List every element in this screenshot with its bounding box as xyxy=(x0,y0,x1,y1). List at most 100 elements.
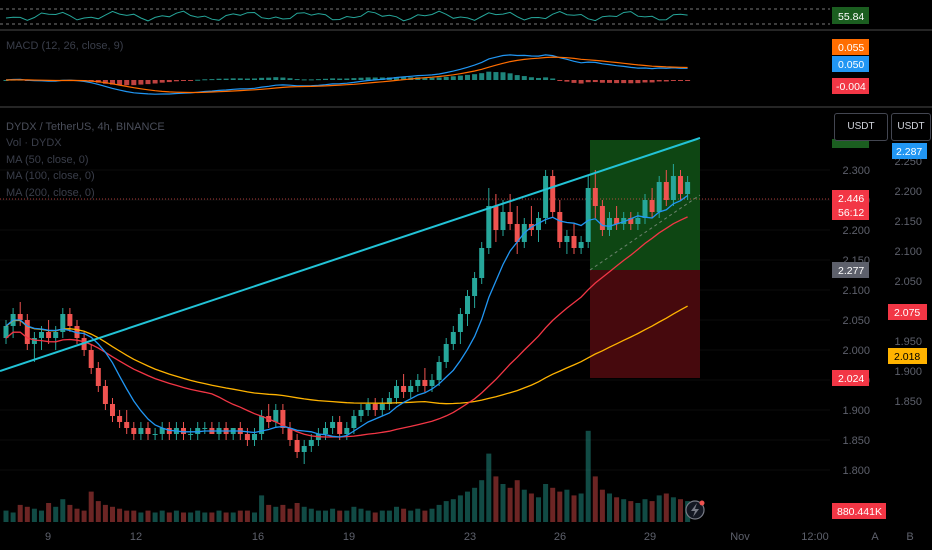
macd-histogram-bar xyxy=(678,80,683,81)
volume-bar xyxy=(457,495,463,522)
macd-histogram-bar xyxy=(287,78,293,80)
rsi-line xyxy=(5,10,688,22)
volume-bar xyxy=(642,499,648,522)
volume-bar xyxy=(564,489,570,522)
candle xyxy=(95,362,101,392)
macd-histogram-bar xyxy=(592,80,598,83)
volume-bar xyxy=(181,512,186,522)
position-loss-zone[interactable] xyxy=(590,270,700,378)
volume-bar xyxy=(507,487,513,522)
candle xyxy=(67,308,73,332)
macd-histogram-bar xyxy=(670,80,676,81)
macd-histogram-bar xyxy=(656,80,662,82)
macd-histogram-bar xyxy=(223,78,229,80)
lightning-icon[interactable] xyxy=(685,500,705,520)
macd-histogram-bar xyxy=(528,77,534,80)
volume-bar xyxy=(223,512,229,522)
candle xyxy=(536,212,541,242)
volume-bar xyxy=(209,512,215,522)
candle xyxy=(408,380,414,398)
macd-histogram-bar xyxy=(159,80,165,83)
price-axis-label: 2.100 xyxy=(842,285,870,297)
macd-histogram-bar xyxy=(301,79,307,81)
volume-bar xyxy=(344,510,350,522)
candle xyxy=(422,368,428,392)
price-axis-label: 1.800 xyxy=(842,465,870,477)
macd-histogram-bar xyxy=(365,77,371,80)
macd-histogram-bar xyxy=(663,80,669,82)
volume-bar xyxy=(166,512,172,522)
candle xyxy=(46,320,52,344)
candle xyxy=(607,212,612,236)
volume-bar xyxy=(287,508,293,522)
macd-histogram-bar xyxy=(110,80,115,85)
volume-bar xyxy=(621,499,627,522)
volume-bar xyxy=(543,484,549,522)
candle xyxy=(571,224,577,254)
macd-pane: MACD (12, 26, close, 9) xyxy=(3,40,691,95)
ma100-legend: MA (100, close, 0) xyxy=(6,170,95,182)
position-top-tag xyxy=(832,139,869,148)
volume-bar xyxy=(443,501,449,522)
candle xyxy=(450,326,456,350)
volume-bar xyxy=(24,506,30,522)
volume-bar xyxy=(74,508,80,522)
candle xyxy=(514,206,520,254)
volume-bar xyxy=(422,510,428,522)
macd-histogram-bar xyxy=(599,80,605,83)
candle xyxy=(564,230,570,254)
candle xyxy=(663,170,669,206)
candle xyxy=(628,212,634,230)
volume-bar xyxy=(351,506,357,522)
time-axis-label: A xyxy=(871,531,879,543)
macd-histogram-bar xyxy=(479,73,485,80)
volume-bar xyxy=(599,489,605,522)
volume-bar xyxy=(252,512,257,522)
time-axis-label: 16 xyxy=(252,531,264,543)
currency-button[interactable]: USDT xyxy=(834,113,888,141)
svg-text:2.446: 2.446 xyxy=(838,193,864,205)
candle xyxy=(642,194,648,224)
volume-bar xyxy=(273,506,279,522)
candle xyxy=(266,404,272,428)
candle xyxy=(202,422,208,434)
candle xyxy=(195,422,201,440)
macd-histogram-bar xyxy=(585,80,591,83)
volume-bar xyxy=(280,504,286,522)
price-axis-outer[interactable]: 2.2502.2002.1502.1002.0502.0001.9501.900… xyxy=(894,156,922,408)
time-axis-label: 26 xyxy=(554,531,566,543)
volume-bar xyxy=(337,510,343,522)
candle xyxy=(585,176,591,248)
volume-bar xyxy=(571,495,577,522)
volume-bar xyxy=(17,504,23,522)
scale-button[interactable]: USDT xyxy=(891,113,931,141)
trendline[interactable] xyxy=(0,137,701,372)
volume-bar xyxy=(145,510,151,522)
time-axis[interactable]: 9 12 16 19 23 26 29 Nov 12:00 A B xyxy=(45,531,914,543)
macd-histogram-bar xyxy=(578,80,584,84)
candle xyxy=(102,380,108,410)
macd-histogram-bar xyxy=(557,80,563,81)
macd-histogram-bar xyxy=(3,80,9,81)
time-axis-label: 23 xyxy=(464,531,476,543)
macd-histogram-bar xyxy=(443,76,449,80)
candle xyxy=(507,194,513,230)
macd-histogram-bar xyxy=(188,80,194,81)
candle xyxy=(31,332,37,362)
candle xyxy=(351,410,357,434)
candle xyxy=(614,206,620,230)
macd-histogram-bar xyxy=(195,79,201,81)
candle xyxy=(110,398,115,422)
candle xyxy=(528,206,534,236)
candle xyxy=(131,422,137,440)
price-axis-label: 2.150 xyxy=(894,216,922,228)
volume-bar xyxy=(479,480,485,522)
volume-bar xyxy=(216,510,222,522)
macd-histogram-bar xyxy=(138,80,144,85)
svg-text:2.075: 2.075 xyxy=(894,307,920,319)
volume-bar xyxy=(635,503,641,522)
macd-histogram-bar xyxy=(500,72,506,80)
ma200-legend: MA (200, close, 0) xyxy=(6,187,95,199)
candle xyxy=(465,290,470,326)
